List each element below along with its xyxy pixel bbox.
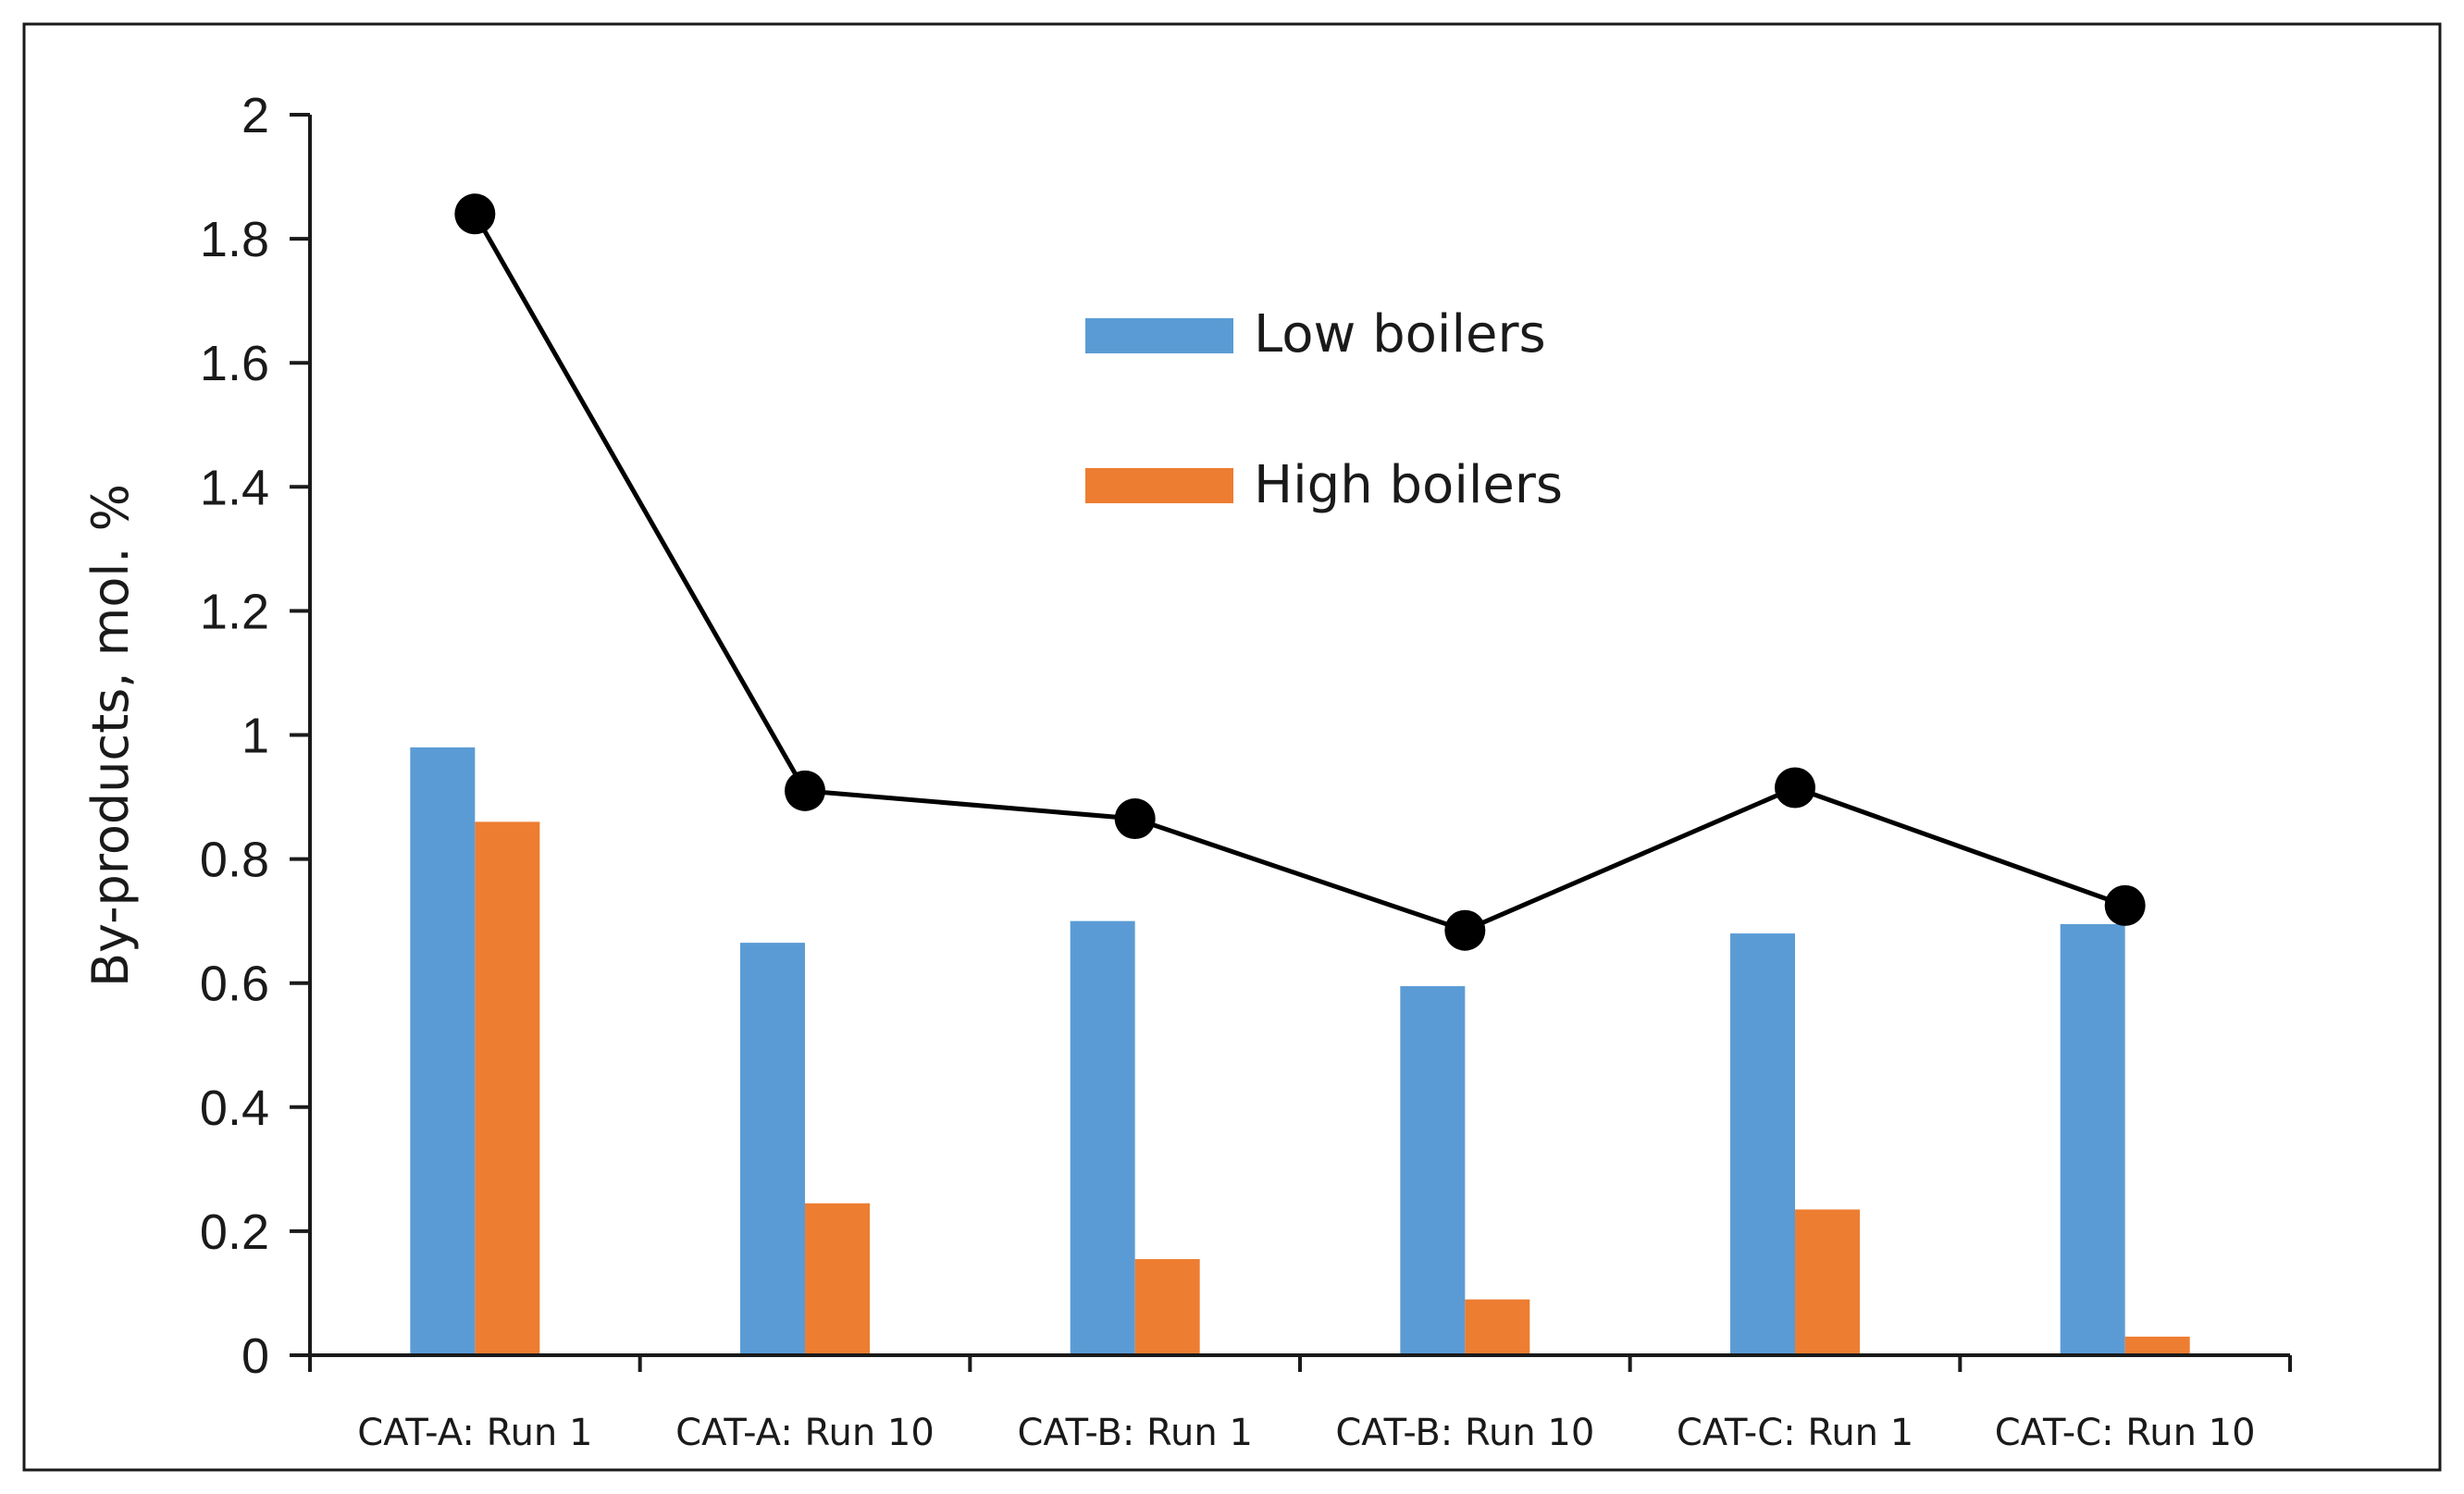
y-tick-label: 1.8	[200, 212, 269, 267]
x-tick-label-cat-b-run-1: CAT-B: Run 1	[1017, 1412, 1252, 1454]
y-axis-title: By-products, mol. %	[81, 484, 140, 987]
y-tick-label: 0.2	[200, 1204, 269, 1260]
y-tick-label: 1.6	[200, 336, 269, 391]
x-tick-label-cat-a-run-1: CAT-A: Run 1	[357, 1412, 592, 1454]
legend-label-high-boilers: High boilers	[1254, 455, 1563, 515]
point-total-cat-a-run-1	[454, 193, 496, 235]
axes-layer	[290, 113, 2292, 1372]
legend: Low boilers High boilers	[1085, 304, 1563, 515]
bars-layer	[410, 747, 2190, 1355]
bar-high-boilers-cat-a-run-1	[475, 821, 540, 1355]
bar-low-boilers-cat-c-run-10	[2060, 924, 2125, 1355]
y-tick-label: 0.4	[200, 1080, 269, 1136]
y-tick-label: 2	[241, 88, 269, 143]
line-total	[473, 213, 2126, 933]
labels-layer: 0 0.2 0.4 0.6 0.8 1 1.2 1.4 1.6 1.8 2 CAT-A: Run 1 C…	[200, 88, 2256, 1454]
y-tick-label: 1.4	[200, 460, 269, 515]
bar-high-boilers-cat-a-run-10	[805, 1203, 870, 1355]
bar-high-boilers-cat-c-run-1	[1795, 1209, 1860, 1355]
bar-high-boilers-cat-b-run-10	[1465, 1299, 1530, 1355]
point-total-cat-c-run-1	[1775, 767, 1815, 809]
y-tick-label: 0	[241, 1328, 269, 1384]
legend-swatch-high-boilers	[1085, 468, 1233, 503]
point-total-cat-b-run-1	[1114, 798, 1156, 840]
x-tick-label-cat-c-run-10: CAT-C: Run 10	[1995, 1412, 2256, 1454]
line-layer	[454, 193, 2146, 951]
bar-high-boilers-cat-c-run-10	[2124, 1336, 2190, 1355]
y-tick-label: 0.8	[200, 833, 269, 888]
y-tick-label: 0.6	[200, 957, 269, 1012]
legend-label-low-boilers: Low boilers	[1254, 304, 1546, 364]
point-total-cat-b-run-10	[1444, 909, 1486, 951]
legend-swatch-low-boilers	[1085, 318, 1233, 353]
y-tick-label: 1	[241, 709, 269, 764]
point-total-cat-c-run-10	[2104, 884, 2146, 926]
bar-low-boilers-cat-c-run-1	[1730, 933, 1795, 1355]
point-total-cat-a-run-10	[785, 770, 825, 811]
y-tick-label: 1.2	[200, 584, 269, 639]
bar-low-boilers-cat-a-run-1	[410, 747, 476, 1355]
x-tick-label-cat-a-run-10: CAT-A: Run 10	[675, 1412, 935, 1454]
bar-low-boilers-cat-a-run-10	[740, 943, 805, 1355]
bar-high-boilers-cat-b-run-1	[1134, 1259, 1200, 1355]
bar-low-boilers-cat-b-run-10	[1400, 986, 1466, 1355]
x-tick-label-cat-b-run-10: CAT-B: Run 10	[1335, 1412, 1594, 1454]
x-tick-label-cat-c-run-1: CAT-C: Run 1	[1677, 1412, 1913, 1454]
bar-low-boilers-cat-b-run-1	[1070, 920, 1135, 1355]
